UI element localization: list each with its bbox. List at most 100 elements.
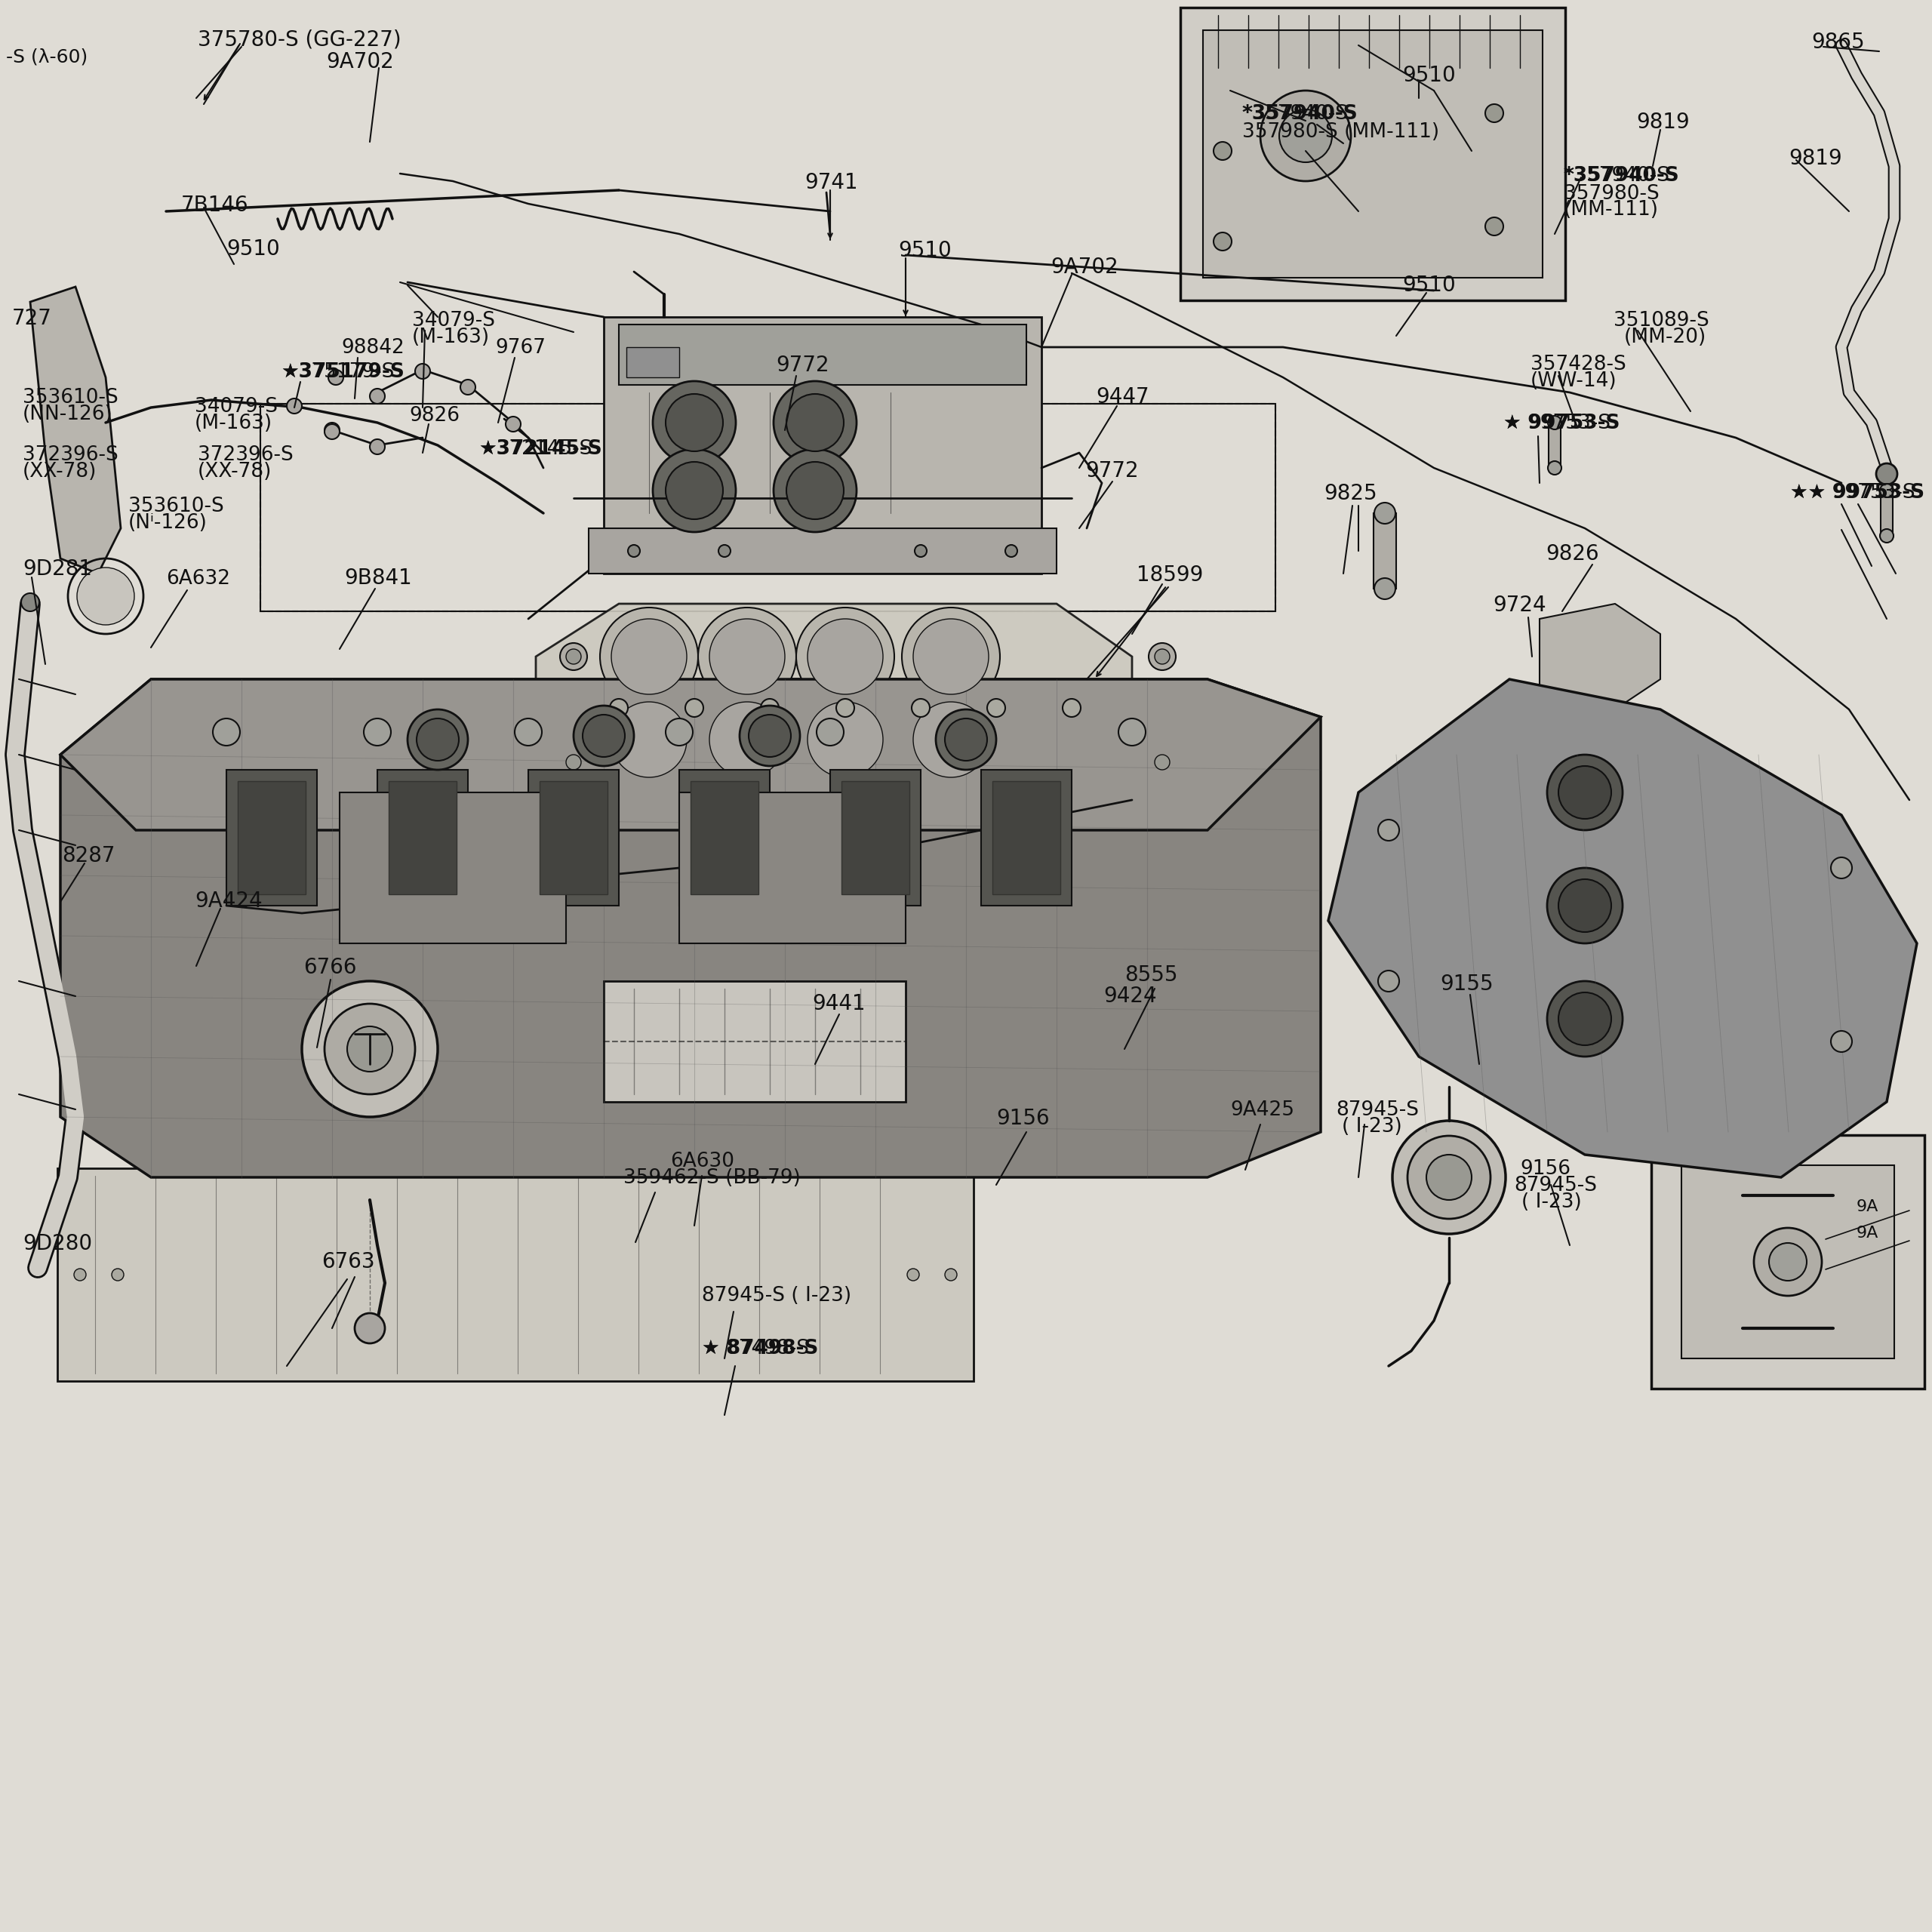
Text: ★372145-S: ★372145-S [479,439,591,458]
Circle shape [1754,1229,1822,1296]
Circle shape [1155,755,1169,769]
Text: 98842: 98842 [342,338,404,357]
Bar [842,781,910,895]
Text: 9155: 9155 [1439,974,1493,995]
Circle shape [1119,719,1146,746]
Circle shape [686,699,703,717]
Text: 9772: 9772 [777,355,829,377]
Polygon shape [60,680,1321,831]
Bar [831,769,922,906]
Circle shape [460,379,475,394]
Circle shape [1378,970,1399,991]
Circle shape [583,715,624,757]
Text: 9826: 9826 [1546,543,1600,564]
Circle shape [945,1269,956,1281]
Text: 9826: 9826 [410,406,460,425]
Circle shape [914,545,927,556]
Circle shape [566,755,582,769]
Text: 9A425: 9A425 [1231,1101,1294,1121]
Bar [603,317,1041,574]
Circle shape [408,709,468,769]
Text: (WW-14): (WW-14) [1530,371,1617,390]
Text: (M-163): (M-163) [412,328,491,348]
Text: 9441: 9441 [811,993,866,1014]
Bar [680,769,769,906]
Circle shape [667,462,723,520]
Bar [1549,423,1561,468]
Circle shape [1486,216,1503,236]
Bar [340,792,566,943]
Circle shape [914,618,989,694]
Text: 9741: 9741 [804,172,858,193]
Circle shape [1279,110,1331,162]
Bar [261,404,1275,611]
Circle shape [417,719,460,761]
Bar [1204,31,1542,278]
Text: ★★ 99753-S: ★★ 99753-S [1791,483,1915,502]
Circle shape [1005,545,1018,556]
Text: ★372145-S: ★372145-S [479,439,603,458]
Circle shape [1374,578,1395,599]
Text: -S (λ-60): -S (λ-60) [6,48,87,66]
Circle shape [611,618,686,694]
Circle shape [773,448,856,531]
Circle shape [369,388,384,404]
Text: 9819: 9819 [1789,149,1841,168]
Circle shape [1548,867,1623,943]
Text: 351089-S: 351089-S [1613,311,1710,330]
Circle shape [719,545,730,556]
Circle shape [566,649,582,665]
Circle shape [112,1269,124,1281]
Circle shape [1559,993,1611,1045]
Text: 9A: 9A [1857,1200,1878,1215]
Circle shape [1393,1121,1505,1235]
Text: (MM-20): (MM-20) [1625,328,1706,348]
Text: 357980-S: 357980-S [1563,184,1660,203]
Circle shape [1876,464,1897,485]
Text: *357940-S: *357940-S [1242,104,1358,124]
Text: 34079-S: 34079-S [412,311,495,330]
Text: ★ 99753-S: ★ 99753-S [1503,413,1619,433]
Circle shape [213,719,240,746]
Bar [226,769,317,906]
Circle shape [817,719,844,746]
Circle shape [1548,462,1561,475]
Text: 357428-S: 357428-S [1530,355,1627,375]
Circle shape [506,417,522,431]
Text: 9724: 9724 [1493,595,1546,616]
Bar [527,769,618,906]
Text: 9D280: 9D280 [23,1233,93,1254]
Circle shape [325,425,340,439]
Bar [58,1169,974,1381]
Bar [680,792,906,943]
Text: 9510: 9510 [226,238,280,259]
Text: 9510: 9510 [898,240,951,261]
Text: 9510: 9510 [1403,66,1455,87]
Circle shape [667,394,723,452]
Text: 6763: 6763 [321,1252,375,1273]
Polygon shape [60,680,1321,1177]
Circle shape [560,643,587,670]
Polygon shape [1681,1165,1893,1358]
Circle shape [945,719,987,761]
Text: 9156: 9156 [997,1107,1049,1128]
Circle shape [1559,765,1611,819]
Text: 87945-S ( I-23): 87945-S ( I-23) [701,1287,852,1306]
Circle shape [796,690,895,788]
Text: (XX-78): (XX-78) [197,462,272,481]
Circle shape [908,1269,920,1281]
Polygon shape [1540,603,1660,709]
Circle shape [740,705,800,765]
Circle shape [325,1005,415,1094]
Circle shape [1548,415,1561,429]
Circle shape [1150,748,1177,777]
Text: 9A: 9A [1857,1225,1878,1240]
Text: 9825: 9825 [1323,483,1378,504]
Text: 353610-S: 353610-S [128,497,224,516]
Circle shape [761,699,779,717]
Text: *357940-S: *357940-S [1563,166,1679,185]
Circle shape [611,701,686,777]
Text: 9424: 9424 [1103,985,1157,1007]
Circle shape [1880,483,1893,497]
Circle shape [1880,529,1893,543]
